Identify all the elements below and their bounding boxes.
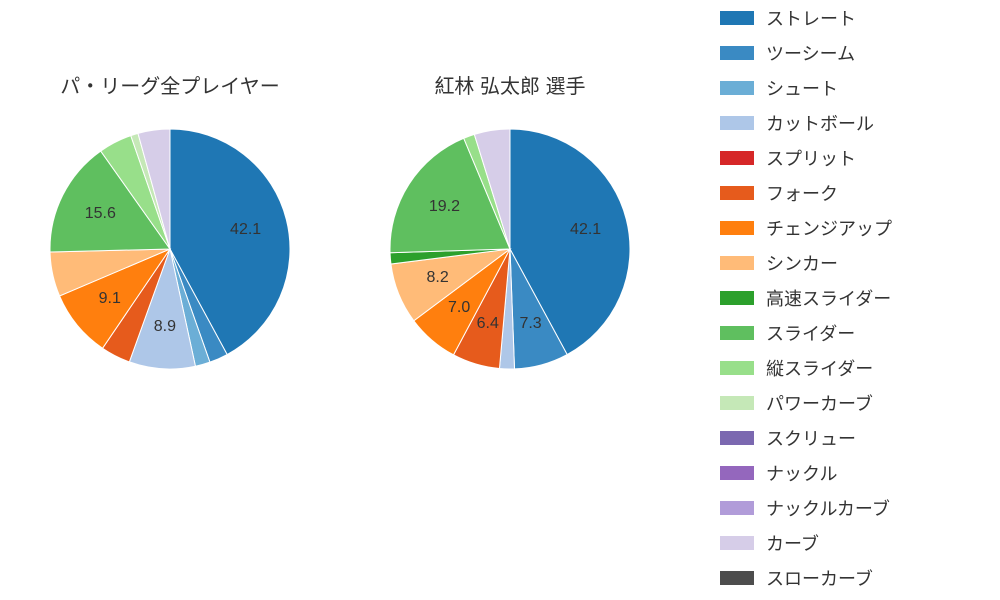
legend-label: スライダー [766,320,855,346]
legend-swatch [720,186,754,200]
legend-item: スライダー [720,315,1000,350]
legend-label: シンカー [766,250,838,276]
legend-swatch [720,536,754,550]
legend-swatch [720,11,754,25]
legend-label: ストレート [766,5,856,31]
pie-wrap: 42.1 8.9 9.1 15.6 [40,119,300,379]
slice-label: 9.1 [99,290,121,308]
legend-label: スローカーブ [766,565,873,591]
legend-item: ツーシーム [720,35,1000,70]
slice-label: 8.9 [154,318,176,336]
legend-item: スローカーブ [720,560,1000,595]
pie-wrap: 42.1 7.3 6.4 7.0 8.2 19.2 [380,119,640,379]
legend-label: 縦スライダー [766,355,873,381]
chart-title: パ・リーグ全プレイヤー [60,70,279,99]
legend-label: カーブ [766,530,819,556]
legend-item: 高速スライダー [720,280,1000,315]
legend-item: シュート [720,70,1000,105]
pie-svg [40,119,300,379]
legend: ストレートツーシームシュートカットボールスプリットフォークチェンジアップシンカー… [720,0,1000,600]
legend-label: ナックルカーブ [766,495,890,521]
legend-item: ナックルカーブ [720,490,1000,525]
legend-swatch [720,221,754,235]
charts-area: パ・リーグ全プレイヤー 42.1 8.9 9.1 15.6 紅林 弘太郎 選手 42.1 7.… [0,0,720,600]
legend-item: 縦スライダー [720,350,1000,385]
legend-label: ツーシーム [766,40,855,66]
legend-swatch [720,361,754,375]
pie-svg [380,119,640,379]
legend-label: フォーク [766,180,838,206]
legend-item: カットボール [720,105,1000,140]
legend-swatch [720,571,754,585]
legend-item: スプリット [720,140,1000,175]
legend-swatch [720,501,754,515]
slice-label: 8.2 [427,269,449,287]
legend-swatch [720,151,754,165]
pie-chart: 紅林 弘太郎 選手 42.1 7.3 6.4 7.0 8.2 19.2 [340,0,680,600]
legend-item: ナックル [720,455,1000,490]
legend-item: パワーカーブ [720,385,1000,420]
legend-item: シンカー [720,245,1000,280]
legend-item: カーブ [720,525,1000,560]
legend-swatch [720,396,754,410]
slice-label: 19.2 [429,198,460,216]
slice-label: 7.0 [448,299,470,317]
slice-label: 42.1 [230,221,261,239]
legend-swatch [720,256,754,270]
legend-swatch [720,326,754,340]
slice-label: 15.6 [85,205,116,223]
legend-swatch [720,291,754,305]
legend-label: ナックル [766,460,837,486]
legend-swatch [720,431,754,445]
chart-container: パ・リーグ全プレイヤー 42.1 8.9 9.1 15.6 紅林 弘太郎 選手 42.1 7.… [0,0,1000,600]
legend-label: スクリュー [766,425,856,451]
legend-item: ストレート [720,0,1000,35]
legend-item: フォーク [720,175,1000,210]
legend-item: チェンジアップ [720,210,1000,245]
legend-swatch [720,46,754,60]
legend-label: チェンジアップ [766,215,892,241]
legend-label: パワーカーブ [766,390,873,416]
legend-item: スクリュー [720,420,1000,455]
legend-label: 高速スライダー [766,285,891,311]
legend-label: カットボール [766,110,874,136]
slice-label: 7.3 [519,315,541,333]
legend-label: シュート [766,75,838,101]
slice-label: 42.1 [570,221,601,239]
legend-label: スプリット [766,145,856,171]
legend-swatch [720,466,754,480]
slice-label: 6.4 [477,315,499,333]
chart-title: 紅林 弘太郎 選手 [434,70,585,99]
legend-swatch [720,81,754,95]
legend-swatch [720,116,754,130]
pie-chart: パ・リーグ全プレイヤー 42.1 8.9 9.1 15.6 [0,0,340,600]
